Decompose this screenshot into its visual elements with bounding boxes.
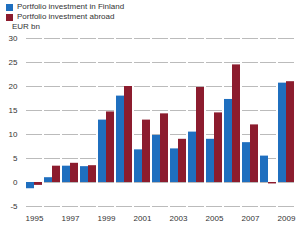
svg-text:2003: 2003 (170, 214, 188, 223)
html-text:Portfolio investment abroad: Portfolio investment abroad (17, 12, 115, 21)
svg-text:5: 5 (13, 154, 18, 163)
html-text:Portfolio investment in Finlan: Portfolio investment in Finland (17, 2, 125, 11)
svg-text:30: 30 (9, 34, 18, 43)
svg-text:25: 25 (9, 58, 18, 67)
html-text:EUR bn: EUR bn (12, 22, 40, 31)
svg-text:2007: 2007 (242, 214, 260, 223)
svg-text:15: 15 (9, 106, 18, 115)
svg-text:20: 20 (9, 82, 18, 91)
svg-text:2005: 2005 (206, 214, 224, 223)
svg-text:1999: 1999 (98, 214, 116, 223)
svg-text:0: 0 (13, 178, 18, 187)
svg-text:2001: 2001 (134, 214, 152, 223)
svg-text:1997: 1997 (62, 214, 80, 223)
svg-text:-5: -5 (10, 202, 18, 211)
svg-text:2009: 2009 (278, 214, 296, 223)
svg-text:1995: 1995 (26, 214, 44, 223)
svg-text:10: 10 (9, 130, 18, 139)
